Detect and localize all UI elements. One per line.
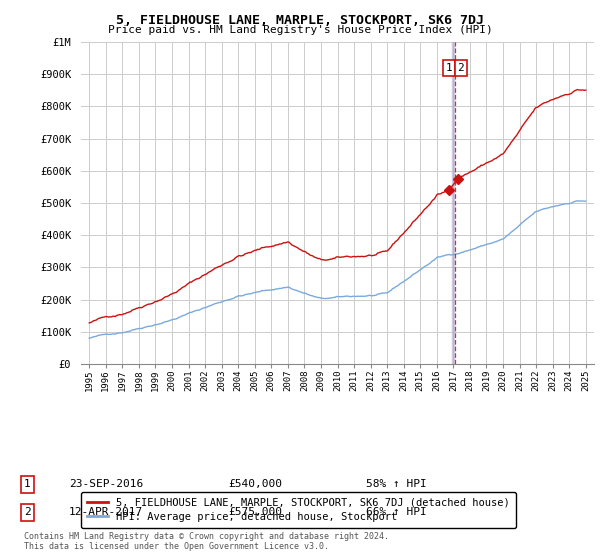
Text: 1: 1	[24, 479, 31, 489]
Text: 66% ↑ HPI: 66% ↑ HPI	[366, 507, 427, 517]
Text: 2: 2	[457, 63, 464, 73]
Text: Contains HM Land Registry data © Crown copyright and database right 2024.: Contains HM Land Registry data © Crown c…	[24, 532, 389, 541]
Legend: 5, FIELDHOUSE LANE, MARPLE, STOCKPORT, SK6 7DJ (detached house), HPI: Average pr: 5, FIELDHOUSE LANE, MARPLE, STOCKPORT, S…	[81, 492, 517, 528]
Text: Price paid vs. HM Land Registry's House Price Index (HPI): Price paid vs. HM Land Registry's House …	[107, 25, 493, 35]
Text: £540,000: £540,000	[228, 479, 282, 489]
Text: 1: 1	[446, 63, 452, 73]
Text: 23-SEP-2016: 23-SEP-2016	[69, 479, 143, 489]
Text: £575,000: £575,000	[228, 507, 282, 517]
Text: 5, FIELDHOUSE LANE, MARPLE, STOCKPORT, SK6 7DJ: 5, FIELDHOUSE LANE, MARPLE, STOCKPORT, S…	[116, 14, 484, 27]
Text: 58% ↑ HPI: 58% ↑ HPI	[366, 479, 427, 489]
Text: 12-APR-2017: 12-APR-2017	[69, 507, 143, 517]
Text: This data is licensed under the Open Government Licence v3.0.: This data is licensed under the Open Gov…	[24, 542, 329, 551]
Text: 2: 2	[24, 507, 31, 517]
